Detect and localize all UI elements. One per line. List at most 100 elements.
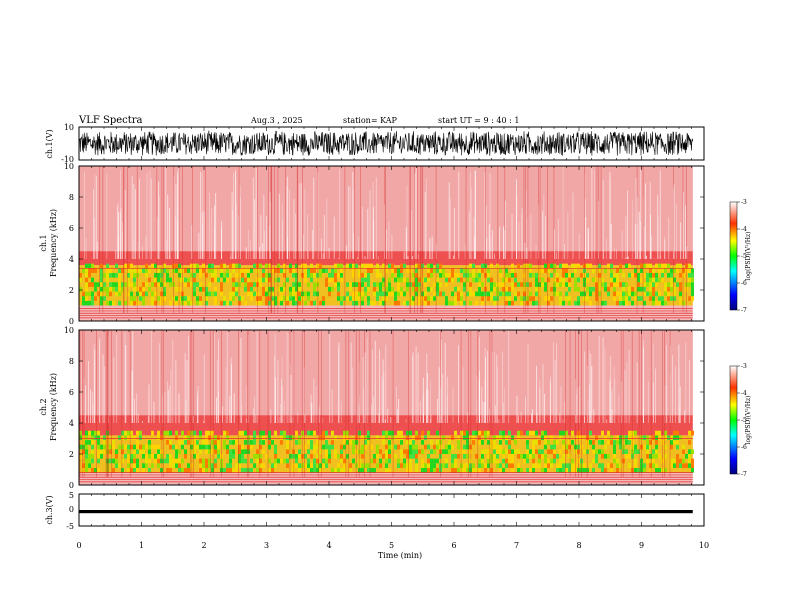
spec-cell: [505, 272, 508, 278]
spec-cell: [187, 435, 190, 441]
spec-impulse: [344, 166, 346, 314]
spec-cell: [229, 272, 232, 278]
spec-cell: [196, 268, 199, 273]
spec-cell: [85, 440, 88, 445]
spec-cell: [688, 277, 691, 283]
spec-cell: [670, 444, 673, 450]
spec-cell: [109, 291, 112, 297]
ch2-colorbar: -3-4-5-6-7 log(PSD)(V²/Hz): [729, 363, 752, 478]
spec-cell: [286, 449, 289, 454]
spec-cell: [97, 435, 100, 441]
spec-streak: [225, 367, 227, 423]
spec-cell: [607, 263, 610, 269]
spec-cell: [205, 458, 208, 464]
spec-streak: [517, 415, 519, 423]
freq-tick-label: 2: [69, 286, 74, 295]
spec-streak: [482, 401, 484, 423]
spec-streak: [372, 181, 374, 259]
spec-cell: [382, 440, 385, 445]
spec-impulse: [107, 330, 108, 478]
spec-streak: [169, 208, 170, 259]
spec-streak: [668, 217, 670, 259]
spec-streak: [587, 400, 589, 423]
spec-streak: [239, 185, 241, 259]
spec-streak: [542, 211, 544, 259]
spec-impulse: [105, 330, 107, 478]
spec-streak: [338, 258, 339, 259]
spec-impulse: [161, 166, 163, 314]
spec-cell: [259, 277, 262, 283]
spec-cell: [595, 277, 598, 283]
spec-cell: [154, 277, 157, 283]
spec-cell: [643, 272, 646, 278]
spec-cell: [460, 296, 463, 301]
spec-impulse: [191, 330, 193, 478]
spec-streak: [429, 418, 431, 423]
spec-cell: [331, 430, 334, 436]
spec-cell: [103, 449, 106, 454]
spec-cell: [160, 449, 163, 454]
spec-cell: [457, 440, 460, 445]
spec-streak: [274, 355, 276, 423]
spec-cell: [262, 449, 265, 454]
spec-streak: [673, 183, 675, 259]
spec-cell: [529, 263, 532, 269]
spec-cell: [337, 291, 340, 297]
spec-cell: [415, 463, 418, 468]
spec-cell: [295, 286, 298, 292]
spec-cell: [250, 458, 253, 464]
spec-cell: [463, 430, 466, 436]
spec-streak: [542, 364, 544, 423]
spec-cell: [466, 291, 469, 297]
spec-streak: [122, 231, 124, 259]
spec-cell: [544, 268, 547, 273]
spec-streak: [628, 349, 630, 423]
spec-cell: [91, 449, 94, 454]
ch3-ytick-bottom: -5: [66, 522, 74, 531]
spec-cell: [613, 282, 616, 287]
spec-streak: [543, 194, 545, 259]
spec-cell: [295, 458, 298, 464]
spec-streak: [338, 348, 339, 423]
spec-cell: [496, 263, 499, 269]
spec-cell: [664, 291, 667, 297]
spec-streak: [591, 167, 593, 259]
spec-streak: [281, 385, 283, 423]
spec-streak: [221, 227, 222, 259]
spec-cell: [217, 440, 220, 445]
spec-cell: [679, 463, 682, 468]
spec-cell: [490, 282, 493, 287]
spec-cell: [664, 282, 667, 287]
spec-streak: [177, 168, 179, 259]
spec-cell: [340, 296, 343, 301]
spec-cell: [136, 458, 139, 464]
colorbar-tick-label: -5: [741, 253, 747, 260]
spec-streak: [159, 196, 160, 259]
spec-cell: [451, 277, 454, 283]
spec-streak: [80, 361, 82, 423]
spec-cell: [550, 458, 553, 464]
spec-cell: [271, 440, 274, 445]
spec-cell: [367, 440, 370, 445]
spec-cell: [208, 268, 211, 273]
spec-cell: [637, 296, 640, 301]
spec-cell: [457, 277, 460, 283]
spec-streak: [635, 177, 637, 259]
spec-cell: [649, 444, 652, 450]
spec-cell: [682, 449, 685, 454]
spec-cell: [118, 268, 121, 273]
spec-cell: [379, 286, 382, 292]
spec-cell: [109, 272, 112, 278]
spec-cell: [520, 454, 523, 459]
spec-cell: [433, 467, 436, 473]
spec-cell: [625, 291, 628, 297]
spec-cell: [631, 291, 634, 297]
spec-streak: [142, 421, 144, 423]
spec-streak: [591, 366, 593, 423]
spec-cell: [625, 454, 628, 459]
spec-cell: [127, 454, 130, 459]
spec-cell: [514, 291, 517, 297]
spec-streak: [94, 349, 96, 423]
spec-cell: [253, 263, 256, 269]
